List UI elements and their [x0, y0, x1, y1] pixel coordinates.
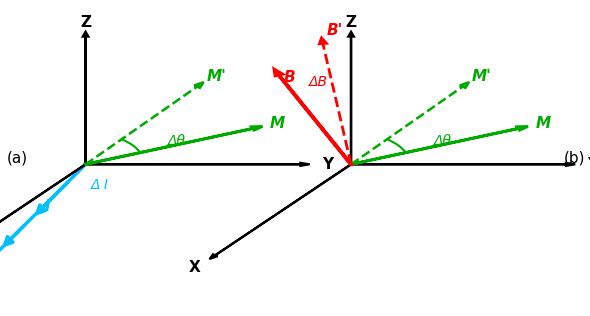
FancyArrow shape	[348, 32, 354, 164]
FancyArrow shape	[0, 164, 86, 259]
FancyArrow shape	[351, 163, 575, 166]
Text: X: X	[189, 259, 201, 275]
Text: M: M	[535, 116, 550, 131]
Text: M: M	[270, 116, 285, 131]
Text: ΔB: ΔB	[309, 75, 328, 89]
FancyArrow shape	[351, 126, 528, 164]
Text: (a): (a)	[7, 150, 28, 166]
FancyArrow shape	[209, 164, 351, 259]
Text: I: I	[44, 199, 50, 215]
Text: B: B	[283, 70, 295, 85]
Text: Z: Z	[346, 15, 356, 30]
FancyArrow shape	[194, 82, 204, 88]
FancyArrow shape	[83, 32, 88, 164]
Text: Δ I: Δ I	[91, 178, 109, 192]
FancyArrow shape	[274, 70, 351, 164]
Text: B': B'	[326, 23, 343, 39]
FancyArrow shape	[86, 163, 310, 166]
Text: M': M'	[206, 69, 227, 84]
Text: Δθ: Δθ	[434, 134, 451, 148]
Text: M': M'	[472, 69, 492, 84]
Text: Y: Y	[588, 157, 590, 172]
Text: Y: Y	[322, 157, 333, 172]
FancyArrow shape	[86, 126, 263, 164]
Text: Δθ: Δθ	[168, 134, 186, 148]
FancyArrow shape	[460, 82, 469, 88]
Text: (b): (b)	[563, 150, 585, 166]
FancyArrow shape	[319, 38, 326, 44]
Text: Z: Z	[80, 15, 91, 30]
